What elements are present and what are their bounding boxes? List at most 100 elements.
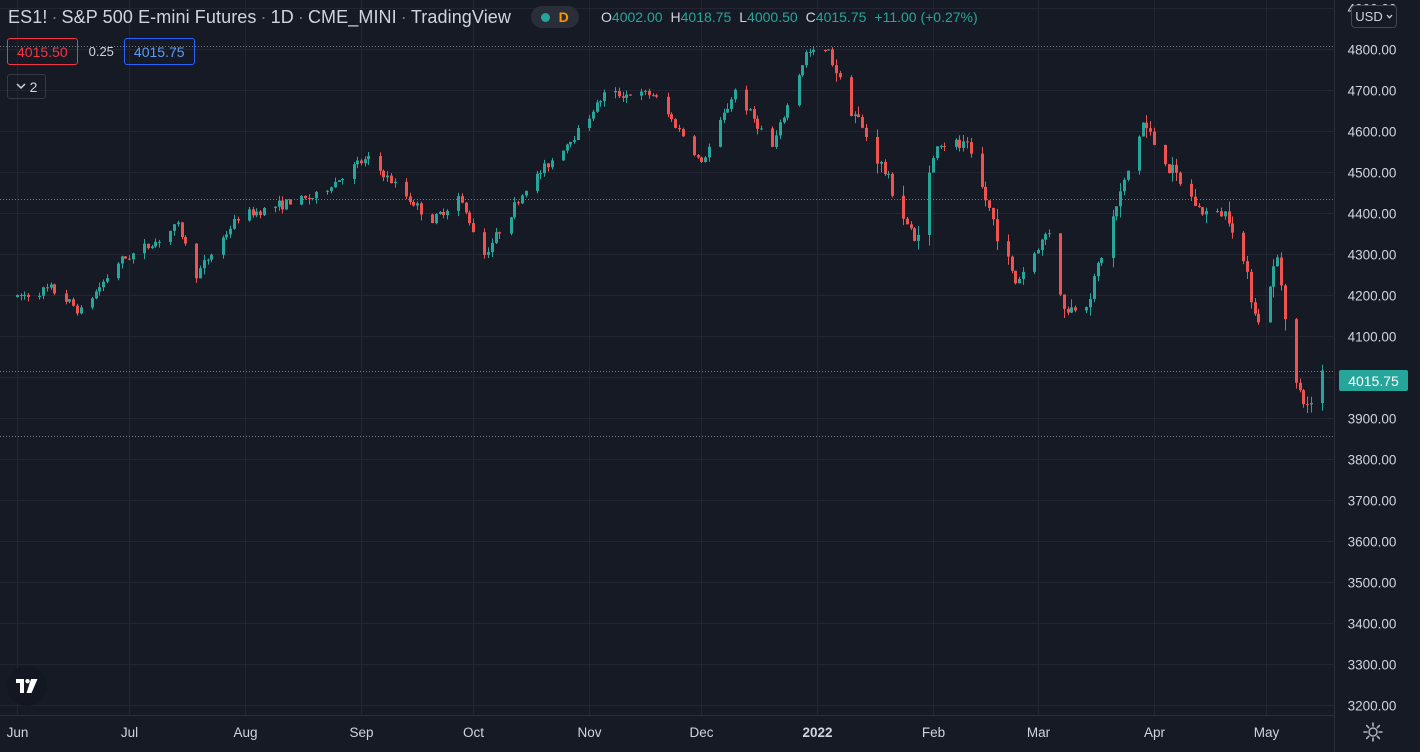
candle-body-down [259,211,262,216]
candle-body-up [229,228,232,235]
candle-body-down [72,299,75,306]
candle-body-up [95,291,98,299]
low-value: 4000.50 [747,9,798,25]
candle-body-up [102,281,105,288]
candle-body-up [222,237,225,255]
candle-body-down [195,243,198,279]
candle-body-up [562,150,565,161]
currency-select[interactable]: USD [1351,5,1397,28]
price-tick-label: 4500.00 [1348,166,1397,181]
candle-body-down [839,73,842,78]
candle-body-up [300,195,303,205]
candle-body-down [409,196,412,203]
candle-body-up [1112,216,1115,259]
candle-body-down [622,96,625,98]
candle-body-up [1085,307,1088,311]
candle-body-up [1321,370,1324,404]
candle-body-up [285,199,288,210]
candle-body-up [599,101,602,103]
candle-body-up [812,49,815,52]
candle-body-up [577,128,580,141]
candle-body-down [693,136,696,156]
candle-body-down [996,219,999,242]
candle-body-up [955,139,958,147]
candle-body-down [992,207,995,220]
price-tick-label: 4700.00 [1348,84,1397,99]
candle-body-up [827,49,830,51]
interval[interactable]: 1D [270,6,294,27]
candle-body-down [1011,256,1014,271]
candle-body-down [1280,257,1283,286]
candle-body-up [315,191,318,199]
reference-lines [0,46,1334,437]
candle-body-up [592,111,595,119]
candle-body-down [1250,271,1253,303]
candle-body-up [1276,257,1279,267]
candle-body-up [50,284,53,288]
candle-body-down [1198,205,1201,208]
candle-body-down [20,294,23,296]
candle-body-up [708,146,711,158]
price-tick-label: 3500.00 [1348,576,1397,591]
candle-body-up [248,209,251,221]
candle-body-down [1007,241,1010,257]
candle-body-down [46,287,49,289]
candle-body-down [1306,404,1309,406]
candle-body-up [132,253,135,260]
candle-body-up [416,203,419,206]
candle-body-up [1100,258,1103,263]
candle-body-down [850,77,853,116]
candle-body-up [1127,170,1130,180]
candle-body-up [798,75,801,106]
gear-icon[interactable] [1362,721,1384,743]
ohlc-values: O4002.00 H4018.75 L4000.50 C4015.75 +11.… [601,9,978,25]
symbol-ticker[interactable]: ES1! [8,6,48,27]
candle-body-down [884,161,887,175]
candle-body-up [1115,206,1118,217]
candle-body-down [753,109,756,119]
price-axis[interactable]: 3200.00 3300.00 3400.00 3500.00 3600.00 3700.… [1348,2,1397,714]
candle-body-up [726,108,729,113]
candle-body-up [734,89,737,100]
candle-body-down [468,212,471,224]
buy-button[interactable]: 4015.75 [123,38,195,65]
candle-body-up [1033,253,1036,272]
indicators-toggle-button[interactable]: 2 [7,74,46,99]
candle-body-up [783,117,786,123]
tradingview-logo-icon[interactable] [7,666,47,706]
candle-body-down [308,198,311,200]
candle-body-down [682,129,685,137]
candle-body-up [169,230,172,242]
symbol-name[interactable]: S&P 500 E-mini Futures [61,6,257,27]
market-status-pill[interactable]: D [531,6,580,28]
candle-body-up [566,144,569,151]
candle-body-down [472,223,475,233]
candle-body-down [1302,390,1305,405]
candle-body-up [1310,403,1313,405]
candle-body-up [38,295,41,297]
candle-body-up [158,241,161,243]
candle-body-down [252,209,255,216]
candle-body-up [513,202,516,218]
chevron-down-icon [1386,14,1393,19]
sell-button[interactable]: 4015.50 [7,38,78,65]
time-axis[interactable]: Jun Jul Aug Sep Oct Nov Dec 2022 Feb Mar Apr May [7,725,1280,740]
candle-body-up [1224,211,1227,217]
candle-body-down [289,199,292,205]
time-tick-label: 2022 [802,725,832,740]
price-tick-label: 4400.00 [1348,207,1397,222]
symbol-title[interactable]: ES1! · S&P 500 E-mini Futures · 1D · CME_MINI ·… [8,6,512,27]
candle-body-up [1044,234,1047,240]
candle-body-down [865,127,868,137]
change-value: +11.00 (+0.27%) [874,9,978,25]
indicators-count: 2 [29,78,38,95]
candle-body-up [723,112,726,120]
candle-body-up [326,190,329,192]
candle-body-up [338,180,341,182]
candle-body-up [154,241,157,247]
candle-body-up [1269,286,1272,323]
candle-body-up [1037,250,1040,254]
candle-body-down [745,89,748,111]
candle-body-down [1216,211,1219,213]
